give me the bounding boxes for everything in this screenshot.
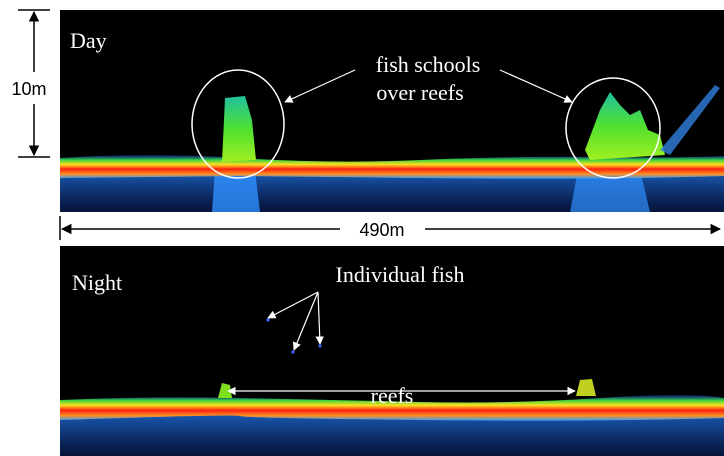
school-shadow — [212, 170, 260, 212]
annotation: fish schools — [376, 52, 481, 77]
annotation: Individual fish — [336, 262, 465, 287]
fish-echo — [291, 350, 294, 353]
night-panel: Night Individual fish reefs — [60, 246, 724, 456]
annotation: reefs — [371, 383, 414, 408]
panel-label: Night — [72, 270, 122, 295]
subbottom — [60, 414, 724, 456]
day-panel: Day fish schools over reefs — [60, 10, 724, 212]
fish-echo — [318, 344, 321, 347]
fish-echo — [266, 318, 269, 321]
panel-label: Day — [70, 28, 107, 53]
annotation: over reefs — [376, 80, 463, 105]
figure: Day fish schools over reefs 10m 490m Nig… — [0, 0, 724, 456]
scale-label: 490m — [359, 220, 404, 240]
scale-label: 10m — [11, 79, 46, 99]
